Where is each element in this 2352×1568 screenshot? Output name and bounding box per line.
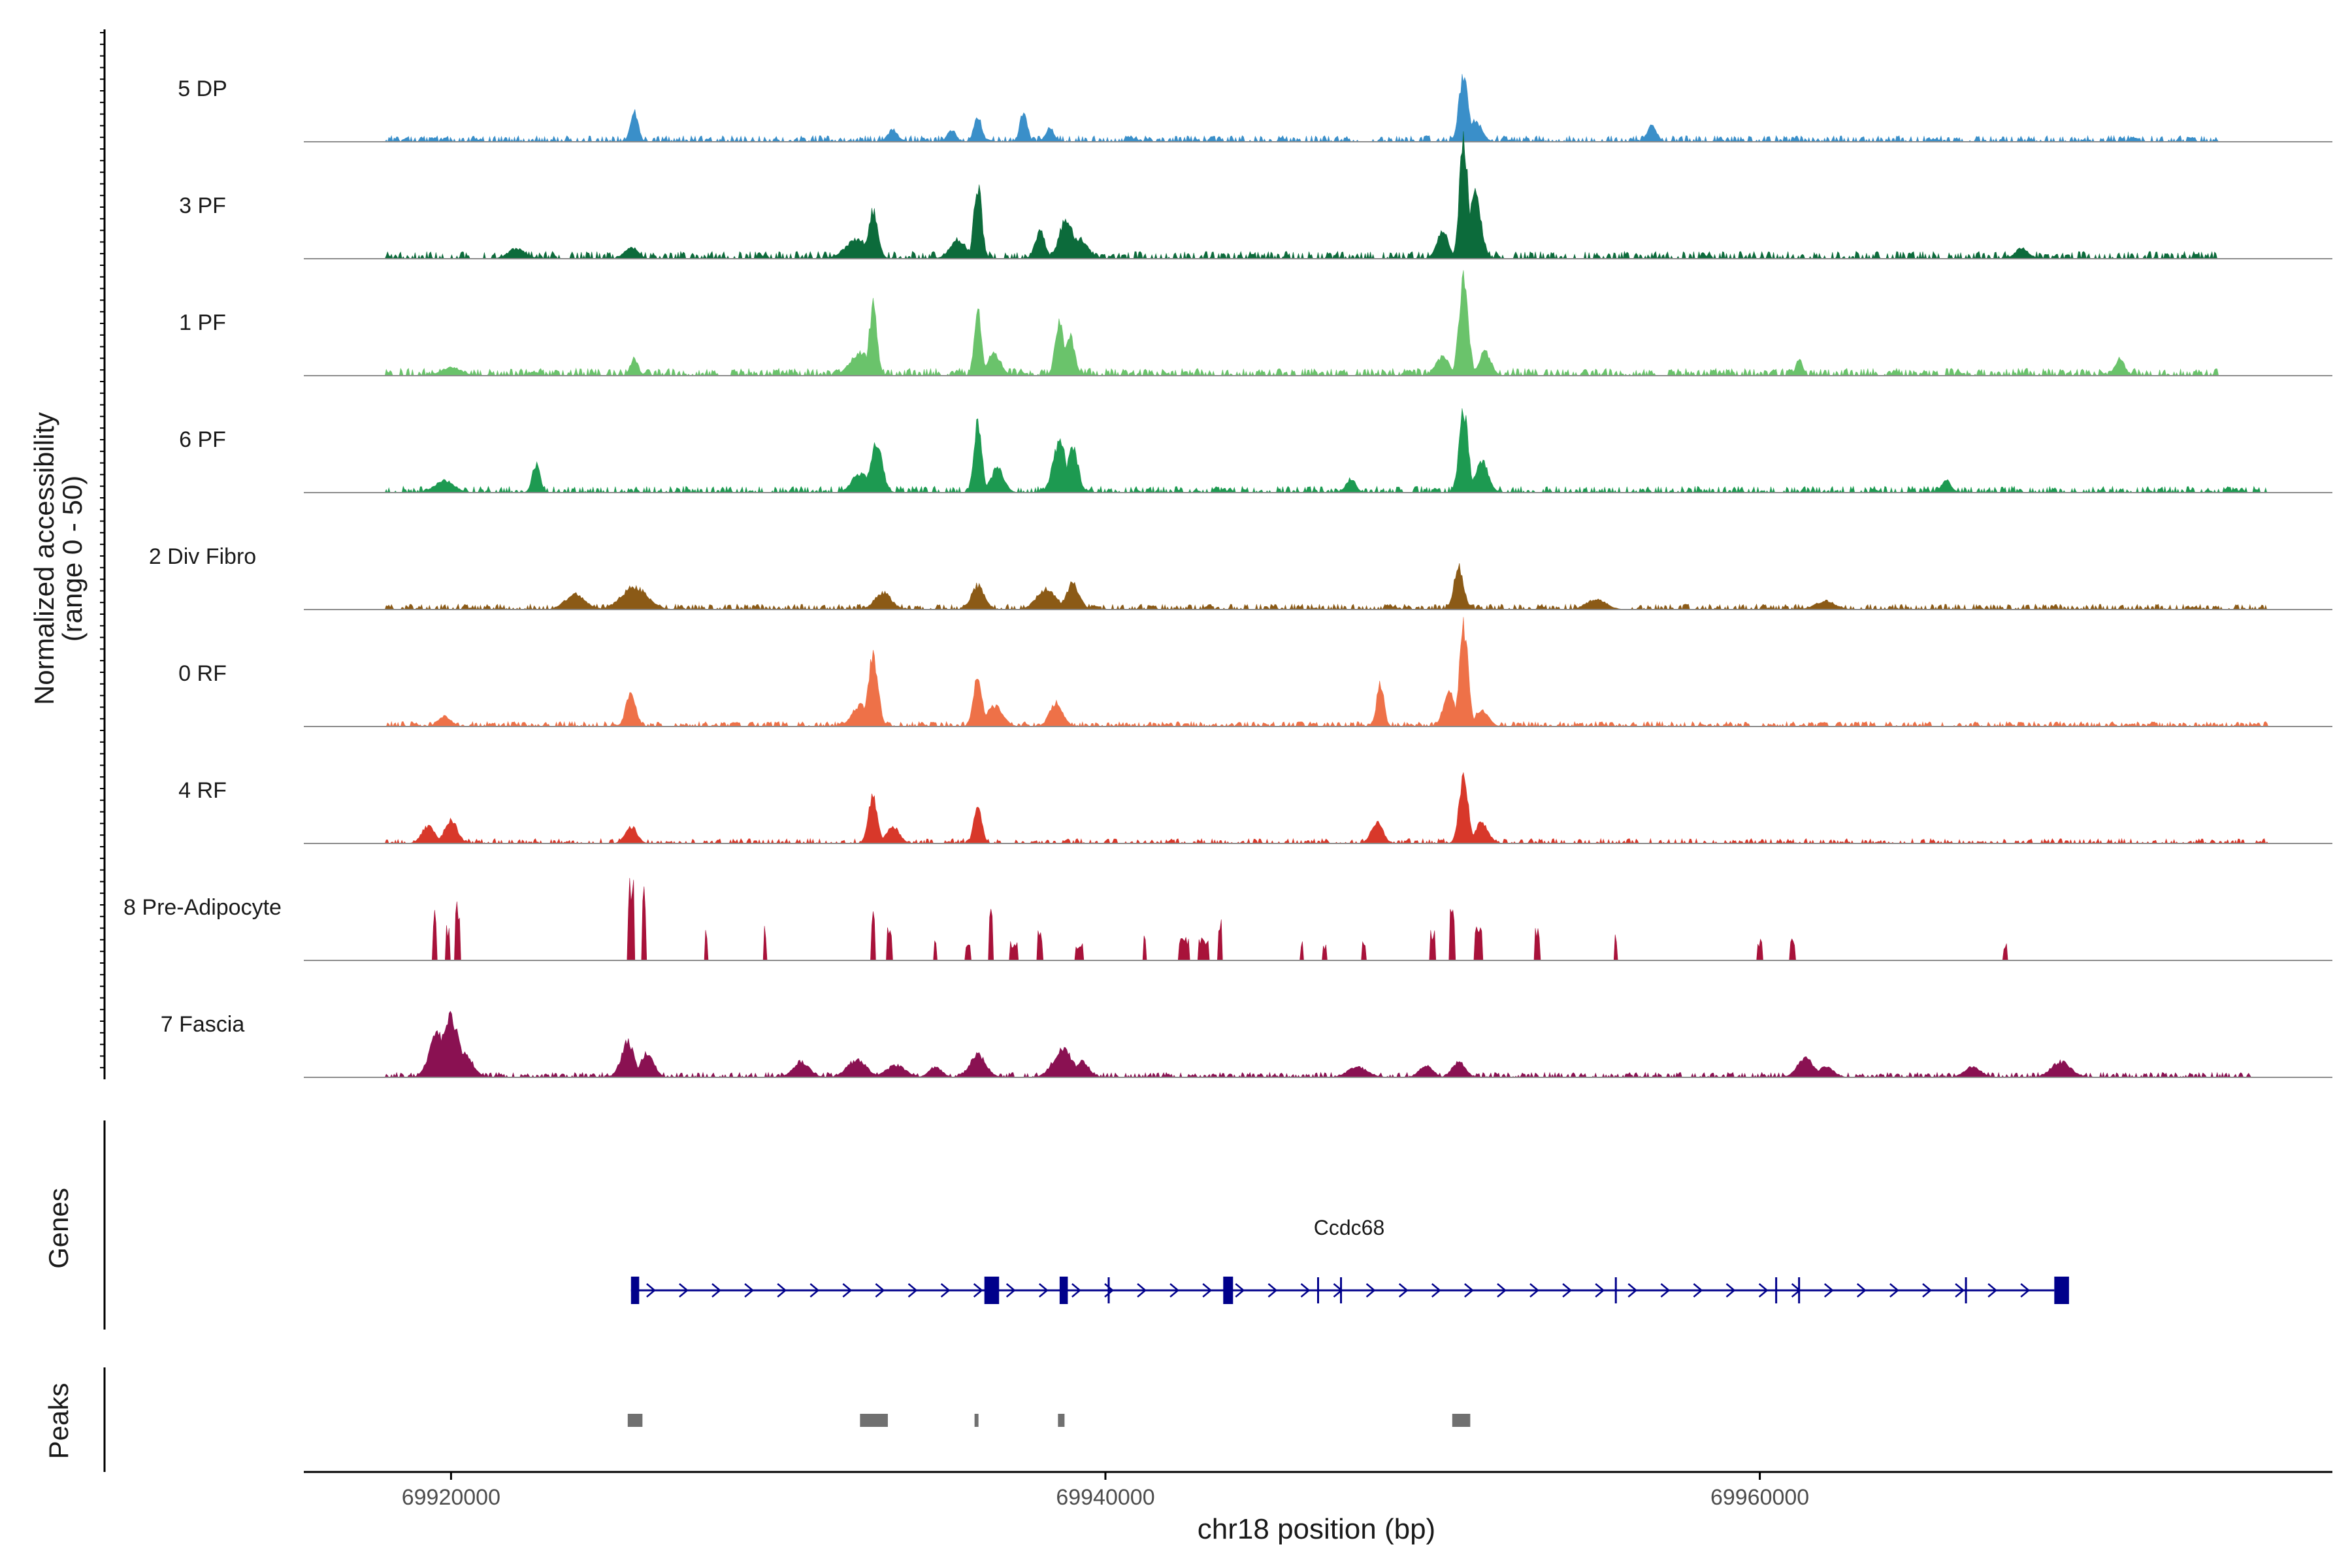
strand-arrow <box>1955 1283 1965 1298</box>
peak-region <box>1452 1414 1471 1427</box>
track-1-pf: 1 PF <box>179 270 2332 377</box>
strand-arrow <box>1235 1283 1245 1298</box>
strand-arrow <box>1005 1283 1016 1298</box>
track-label: 2 Div Fibro <box>149 544 256 569</box>
strand-arrow <box>809 1283 820 1298</box>
peaks-track <box>627 1414 1471 1427</box>
strand-arrow <box>875 1283 885 1298</box>
track-label: 5 DP <box>178 76 227 101</box>
strand-arrow <box>1889 1283 1899 1298</box>
track-5-dp: 5 DP <box>178 74 2332 143</box>
coverage-area <box>304 617 2332 728</box>
y-axis-title: Normalized accessibility <box>29 412 59 705</box>
strand-arrow <box>973 1283 983 1298</box>
gene-exon <box>2054 1277 2069 1304</box>
peak-region <box>1058 1414 1065 1427</box>
x-tick-label: 69940000 <box>1056 1485 1154 1510</box>
genes-track <box>630 1277 2069 1304</box>
strand-arrow <box>1300 1283 1311 1298</box>
strand-arrow <box>1365 1283 1376 1298</box>
strand-arrow <box>2020 1283 2031 1298</box>
strand-arrow <box>744 1283 755 1298</box>
strand-arrow <box>1169 1283 1180 1298</box>
strand-arrow <box>1529 1283 1539 1298</box>
strand-arrow <box>777 1283 787 1298</box>
coverage-area <box>304 74 2332 143</box>
strand-arrow <box>1725 1283 1736 1298</box>
strand-arrow <box>646 1283 656 1298</box>
strand-arrow <box>1987 1283 1998 1298</box>
track-4-rf: 4 RF <box>178 772 2332 845</box>
x-axis: 69920000 69940000 69960000 <box>304 1471 2332 1510</box>
strand-arrow <box>1267 1283 1278 1298</box>
strand-arrow <box>1562 1283 1573 1298</box>
strand-arrow <box>1431 1283 1441 1298</box>
track-6-pf: 6 PF <box>179 408 2332 494</box>
genes-track-label: Genes <box>43 1188 74 1269</box>
strand-arrow <box>1398 1283 1409 1298</box>
track-label: 3 PF <box>179 193 226 218</box>
strand-arrow <box>1627 1283 1638 1298</box>
coverage-area <box>304 877 2332 961</box>
strand-arrow <box>1464 1283 1474 1298</box>
strand-arrow <box>1104 1283 1114 1298</box>
track-label: 8 Pre-Adipocyte <box>123 895 282 920</box>
coverage-area <box>304 1011 2332 1079</box>
left-axes <box>100 29 106 1472</box>
strand-arrow <box>940 1283 951 1298</box>
strand-arrow <box>1202 1283 1213 1298</box>
track-7-fascia: 7 Fascia <box>161 1011 2332 1079</box>
strand-arrow <box>711 1283 721 1298</box>
track-label: 7 Fascia <box>161 1012 245 1037</box>
strand-arrow <box>679 1283 689 1298</box>
strand-arrow <box>1038 1283 1049 1298</box>
track-label: 4 RF <box>178 778 227 803</box>
peaks-track-label: Peaks <box>43 1383 74 1460</box>
gene-exon <box>630 1277 640 1304</box>
peak-region <box>860 1414 888 1427</box>
gene-exon <box>1059 1277 1068 1304</box>
peak-region <box>974 1414 979 1427</box>
track-8-pre-adipocyte: 8 Pre-Adipocyte <box>123 877 2332 961</box>
gene-exon <box>984 1277 1000 1304</box>
strand-arrow <box>1758 1283 1769 1298</box>
coverage-area <box>304 270 2332 377</box>
coverage-area <box>304 563 2332 611</box>
coverage-area <box>304 408 2332 494</box>
strand-arrow <box>1137 1283 1147 1298</box>
track-2-div-fibro: 2 Div Fibro <box>149 544 2332 611</box>
coverage-tracks: 5 DP 3 PF 1 PF 6 PF 2 Div Fibro 0 RF 4 RF 8 Pre… <box>123 74 2332 1079</box>
x-tick-label: 69920000 <box>402 1485 500 1510</box>
gene-name-label: Ccdc68 <box>1314 1216 1385 1239</box>
strand-arrow <box>842 1283 853 1298</box>
strand-arrow <box>1823 1283 1834 1298</box>
coverage-area <box>304 772 2332 845</box>
y-axis-subtitle: (range 0 - 50) <box>57 476 88 642</box>
strand-arrow <box>1856 1283 1867 1298</box>
gene-exon <box>1223 1277 1233 1304</box>
strand-arrow <box>907 1283 918 1298</box>
strand-arrow <box>1071 1283 1081 1298</box>
track-0-rf: 0 RF <box>178 617 2332 728</box>
peak-region <box>627 1414 643 1427</box>
strand-arrow <box>1693 1283 1703 1298</box>
strand-arrow <box>1497 1283 1507 1298</box>
strand-arrow <box>1922 1283 1932 1298</box>
x-axis-title: chr18 position (bp) <box>1198 1513 1435 1545</box>
strand-arrow <box>1595 1283 1605 1298</box>
strand-arrow <box>1660 1283 1671 1298</box>
coverage-area <box>304 131 2332 260</box>
track-label: 0 RF <box>178 661 227 686</box>
track-label: 1 PF <box>179 310 226 335</box>
x-tick-label: 69960000 <box>1710 1485 1809 1510</box>
track-3-pf: 3 PF <box>179 131 2332 260</box>
track-label: 6 PF <box>179 427 226 452</box>
